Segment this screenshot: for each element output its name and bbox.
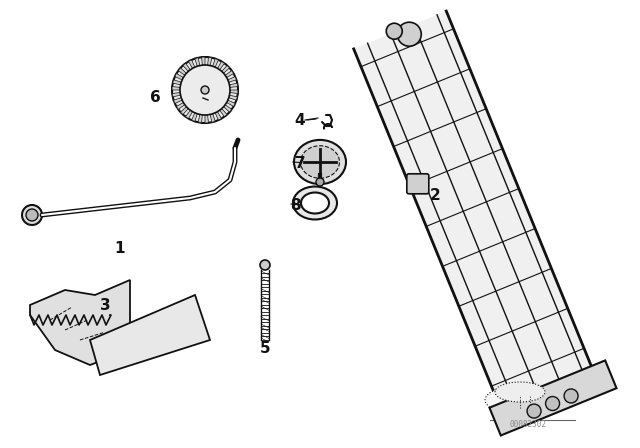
Circle shape — [387, 23, 403, 39]
Text: 00082302: 00082302 — [509, 419, 547, 428]
Polygon shape — [198, 114, 202, 123]
Polygon shape — [189, 60, 195, 69]
FancyBboxPatch shape — [407, 174, 429, 194]
Polygon shape — [227, 100, 235, 107]
Polygon shape — [490, 361, 616, 435]
Ellipse shape — [293, 186, 337, 220]
Circle shape — [172, 57, 238, 123]
Polygon shape — [220, 108, 227, 116]
Ellipse shape — [301, 193, 329, 214]
Circle shape — [545, 396, 559, 410]
Polygon shape — [218, 61, 225, 70]
Polygon shape — [186, 110, 193, 119]
Polygon shape — [212, 59, 218, 67]
Text: 5: 5 — [260, 340, 270, 356]
Polygon shape — [173, 98, 182, 103]
Text: 6: 6 — [150, 90, 161, 104]
Polygon shape — [354, 11, 591, 404]
Polygon shape — [183, 63, 190, 71]
Polygon shape — [230, 90, 238, 94]
Circle shape — [180, 65, 230, 115]
Ellipse shape — [495, 382, 545, 402]
Polygon shape — [221, 65, 230, 73]
Polygon shape — [215, 112, 221, 120]
Polygon shape — [205, 115, 209, 123]
Polygon shape — [223, 105, 232, 112]
Text: 7: 7 — [294, 155, 305, 171]
Polygon shape — [225, 71, 234, 78]
Polygon shape — [173, 80, 181, 85]
Circle shape — [26, 209, 38, 221]
Ellipse shape — [301, 146, 339, 178]
Circle shape — [527, 404, 541, 418]
Polygon shape — [228, 95, 237, 100]
Ellipse shape — [485, 385, 565, 415]
Polygon shape — [202, 57, 205, 65]
Polygon shape — [180, 107, 188, 115]
Circle shape — [564, 389, 578, 403]
Polygon shape — [177, 103, 185, 109]
Polygon shape — [207, 57, 212, 65]
Circle shape — [201, 86, 209, 94]
Circle shape — [22, 205, 42, 225]
Polygon shape — [191, 113, 197, 121]
Text: 3: 3 — [100, 297, 110, 313]
Polygon shape — [230, 83, 238, 87]
Circle shape — [260, 260, 270, 270]
Polygon shape — [228, 77, 236, 82]
Polygon shape — [172, 86, 180, 90]
Text: 2: 2 — [429, 188, 440, 202]
Polygon shape — [30, 280, 130, 365]
Circle shape — [316, 178, 324, 186]
Text: 4: 4 — [294, 112, 305, 128]
Polygon shape — [195, 58, 200, 66]
Text: 1: 1 — [115, 241, 125, 255]
Circle shape — [397, 22, 421, 46]
Polygon shape — [175, 73, 183, 80]
Polygon shape — [172, 93, 180, 97]
Text: 8: 8 — [290, 198, 300, 212]
Ellipse shape — [294, 140, 346, 184]
Polygon shape — [90, 295, 210, 375]
Polygon shape — [210, 114, 215, 122]
Polygon shape — [179, 68, 186, 75]
